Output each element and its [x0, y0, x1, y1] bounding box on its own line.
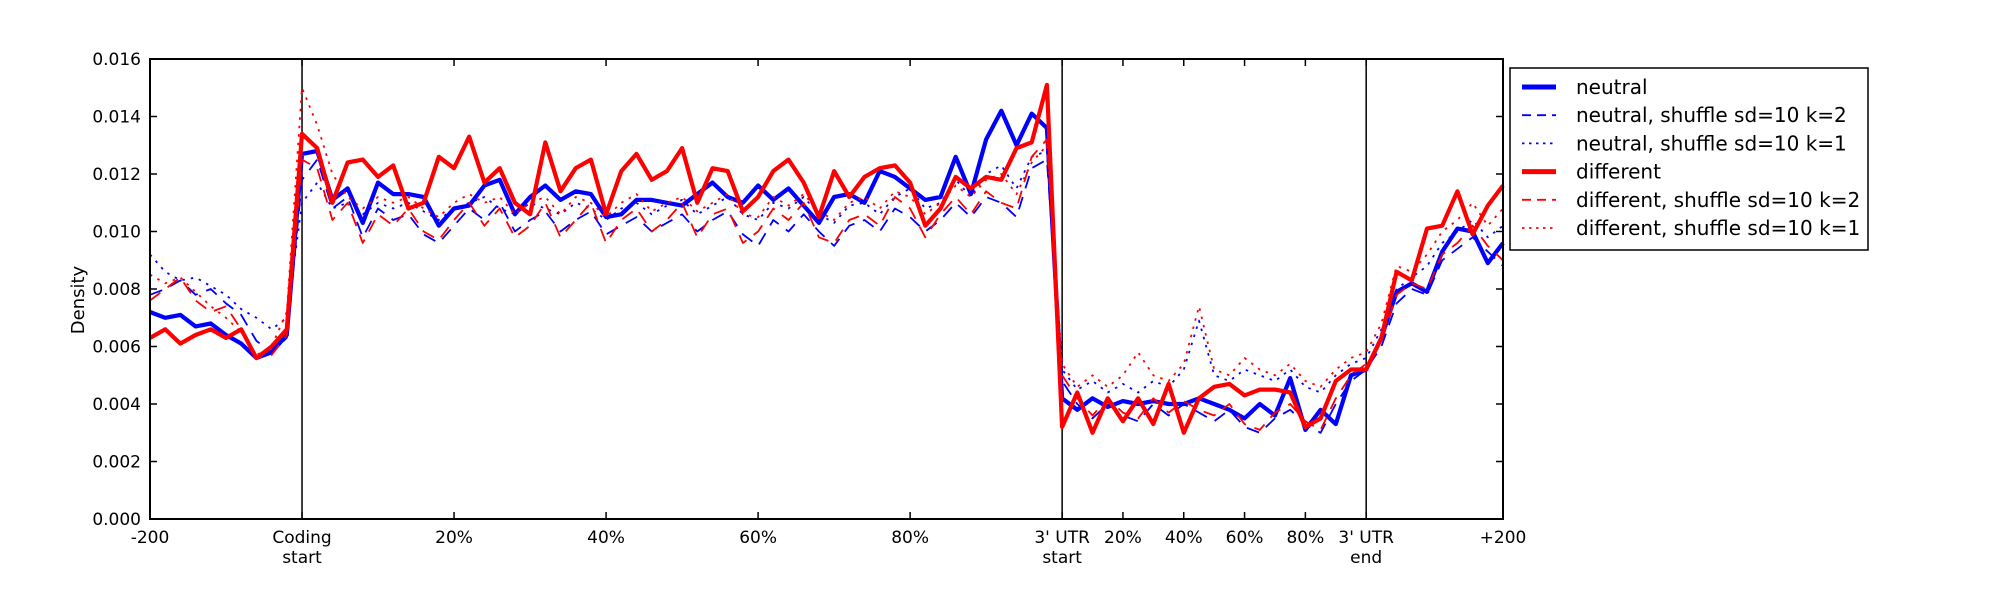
y-tick-label: 0.004	[92, 395, 141, 415]
x-tick-label-line2: start	[1042, 548, 1082, 568]
x-tick-label: 40%	[1165, 528, 1203, 548]
y-tick-label: 0.008	[92, 280, 141, 300]
x-tick-label: Coding	[272, 528, 331, 548]
legend-label: different, shuffle sd=10 k=2	[1576, 188, 1860, 212]
legend-label: neutral	[1576, 75, 1648, 99]
legend-label: different, shuffle sd=10 k=1	[1576, 216, 1860, 240]
x-tick-label: 3' UTR	[1338, 528, 1394, 548]
series-line-different-shuffle-k1	[149, 86, 1504, 388]
y-axis-title: Density	[68, 265, 89, 334]
legend-label: different	[1576, 160, 1661, 184]
series-line-neutral	[149, 108, 1505, 432]
x-tick-label: 40%	[587, 528, 625, 548]
x-tick-label: 20%	[435, 528, 473, 548]
x-tick-label: 3' UTR	[1034, 528, 1090, 548]
x-tick-label-line2: end	[1350, 548, 1382, 568]
x-tick-label-line2: start	[282, 548, 322, 568]
x-tick-label: 60%	[739, 528, 777, 548]
legend-box	[1509, 67, 1869, 251]
y-tick-label: 0.000	[92, 510, 141, 530]
y-tick-label: 0.016	[92, 50, 141, 70]
x-tick-label: 80%	[1286, 528, 1324, 548]
x-tick-label: 60%	[1226, 528, 1264, 548]
y-tick-label: 0.006	[92, 338, 141, 358]
series-line-neutral-shuffle-k1	[149, 150, 1504, 394]
plot-frame	[149, 58, 1504, 520]
series-line-different	[148, 82, 1505, 435]
legend-label: neutral, shuffle sd=10 k=2	[1576, 103, 1847, 127]
x-tick-label: -200	[131, 528, 170, 548]
y-tick-label: 0.012	[92, 165, 141, 185]
x-tick-label: 20%	[1104, 528, 1142, 548]
legend-label: neutral, shuffle sd=10 k=1	[1576, 131, 1847, 155]
series-line-different-shuffle-k2	[149, 138, 1504, 431]
x-tick-label: 80%	[891, 528, 929, 548]
y-tick-label: 0.002	[92, 453, 141, 473]
x-tick-label: +200	[1480, 528, 1527, 548]
y-tick-label: 0.010	[92, 223, 141, 243]
legend: neutral neutral, shuffle sd=10 k=2 neutral…	[1509, 67, 1869, 251]
y-tick-label: 0.014	[92, 108, 141, 128]
